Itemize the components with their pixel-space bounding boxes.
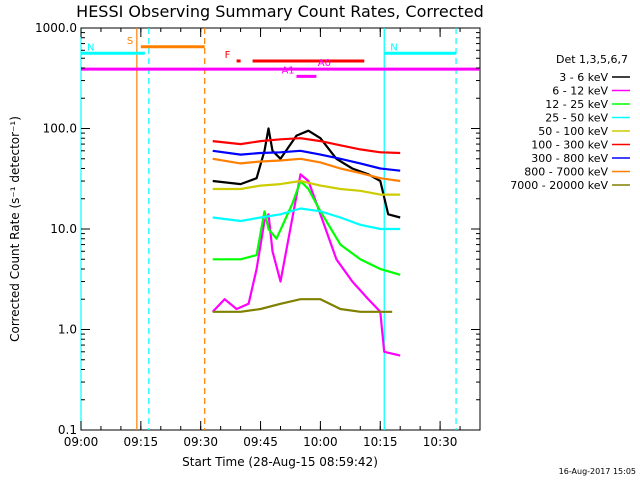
flag-label: A1 (281, 65, 294, 76)
series-lines (211, 127, 401, 357)
legend-entry-label: 12 - 25 keV (545, 98, 608, 111)
x-tick-label: 10:00 (303, 435, 338, 449)
chart-title: HESSI Observing Summary Count Rates, Cor… (76, 2, 484, 21)
series-line (212, 137, 401, 155)
series-line (212, 179, 401, 276)
legend-entry-label: 300 - 800 keV (531, 152, 608, 165)
series-line (212, 149, 401, 172)
x-tick-label: 10:15 (363, 435, 398, 449)
flag-label: F (225, 50, 231, 61)
series-line (211, 173, 401, 357)
footer-timestamp: 16-Aug-2017 15:05 (559, 467, 636, 476)
x-tick-label: 09:30 (183, 435, 218, 449)
y-tick-label: 0.1 (58, 423, 77, 437)
flag-label: N (390, 42, 397, 53)
x-tick-label: 09:15 (124, 435, 159, 449)
legend-entry-label: 800 - 7000 keV (524, 166, 608, 179)
legend-entry-label: 50 - 100 keV (538, 125, 608, 138)
y-tick-label: 1000.0 (35, 21, 77, 35)
series-line (212, 298, 393, 313)
legend-entry-label: 7000 - 20000 keV (510, 179, 608, 192)
flag-label: N (87, 42, 94, 53)
legend-entry-label: 100 - 300 keV (531, 139, 608, 152)
series-line (212, 157, 401, 183)
legend-entry-label: 25 - 50 keV (545, 112, 608, 125)
legend-entry-label: 6 - 12 keV (552, 85, 608, 98)
flag-bars: S N N F A0 A1 (81, 36, 480, 78)
x-tick-label: 09:45 (243, 435, 278, 449)
x-axis-ticks: 09:00 09:15 09:30 09:45 10:00 10:15 10:30 (64, 28, 481, 449)
series-line (212, 179, 401, 196)
series-line (212, 207, 401, 231)
x-axis-label: Start Time (28-Aug-15 08:59:42) (182, 455, 378, 469)
y-axis-label: Corrected Count Rate (s⁻¹ detector⁻¹) (8, 116, 22, 342)
y-axis-ticks: 0.1 1.0 10.0 100.0 1000.0 (35, 21, 480, 437)
flag-label: A0 (318, 58, 331, 69)
legend-title: Det 1,3,5,6,7 (556, 53, 628, 66)
legend-entry-label: 3 - 6 keV (559, 71, 608, 84)
y-tick-label: 100.0 (43, 122, 77, 136)
y-tick-label: 1.0 (58, 323, 77, 337)
x-tick-label: 10:30 (423, 435, 458, 449)
series-line (212, 127, 401, 219)
y-tick-label: 10.0 (50, 222, 77, 236)
flag-label: S (127, 36, 133, 47)
x-tick-label: 09:00 (64, 435, 99, 449)
